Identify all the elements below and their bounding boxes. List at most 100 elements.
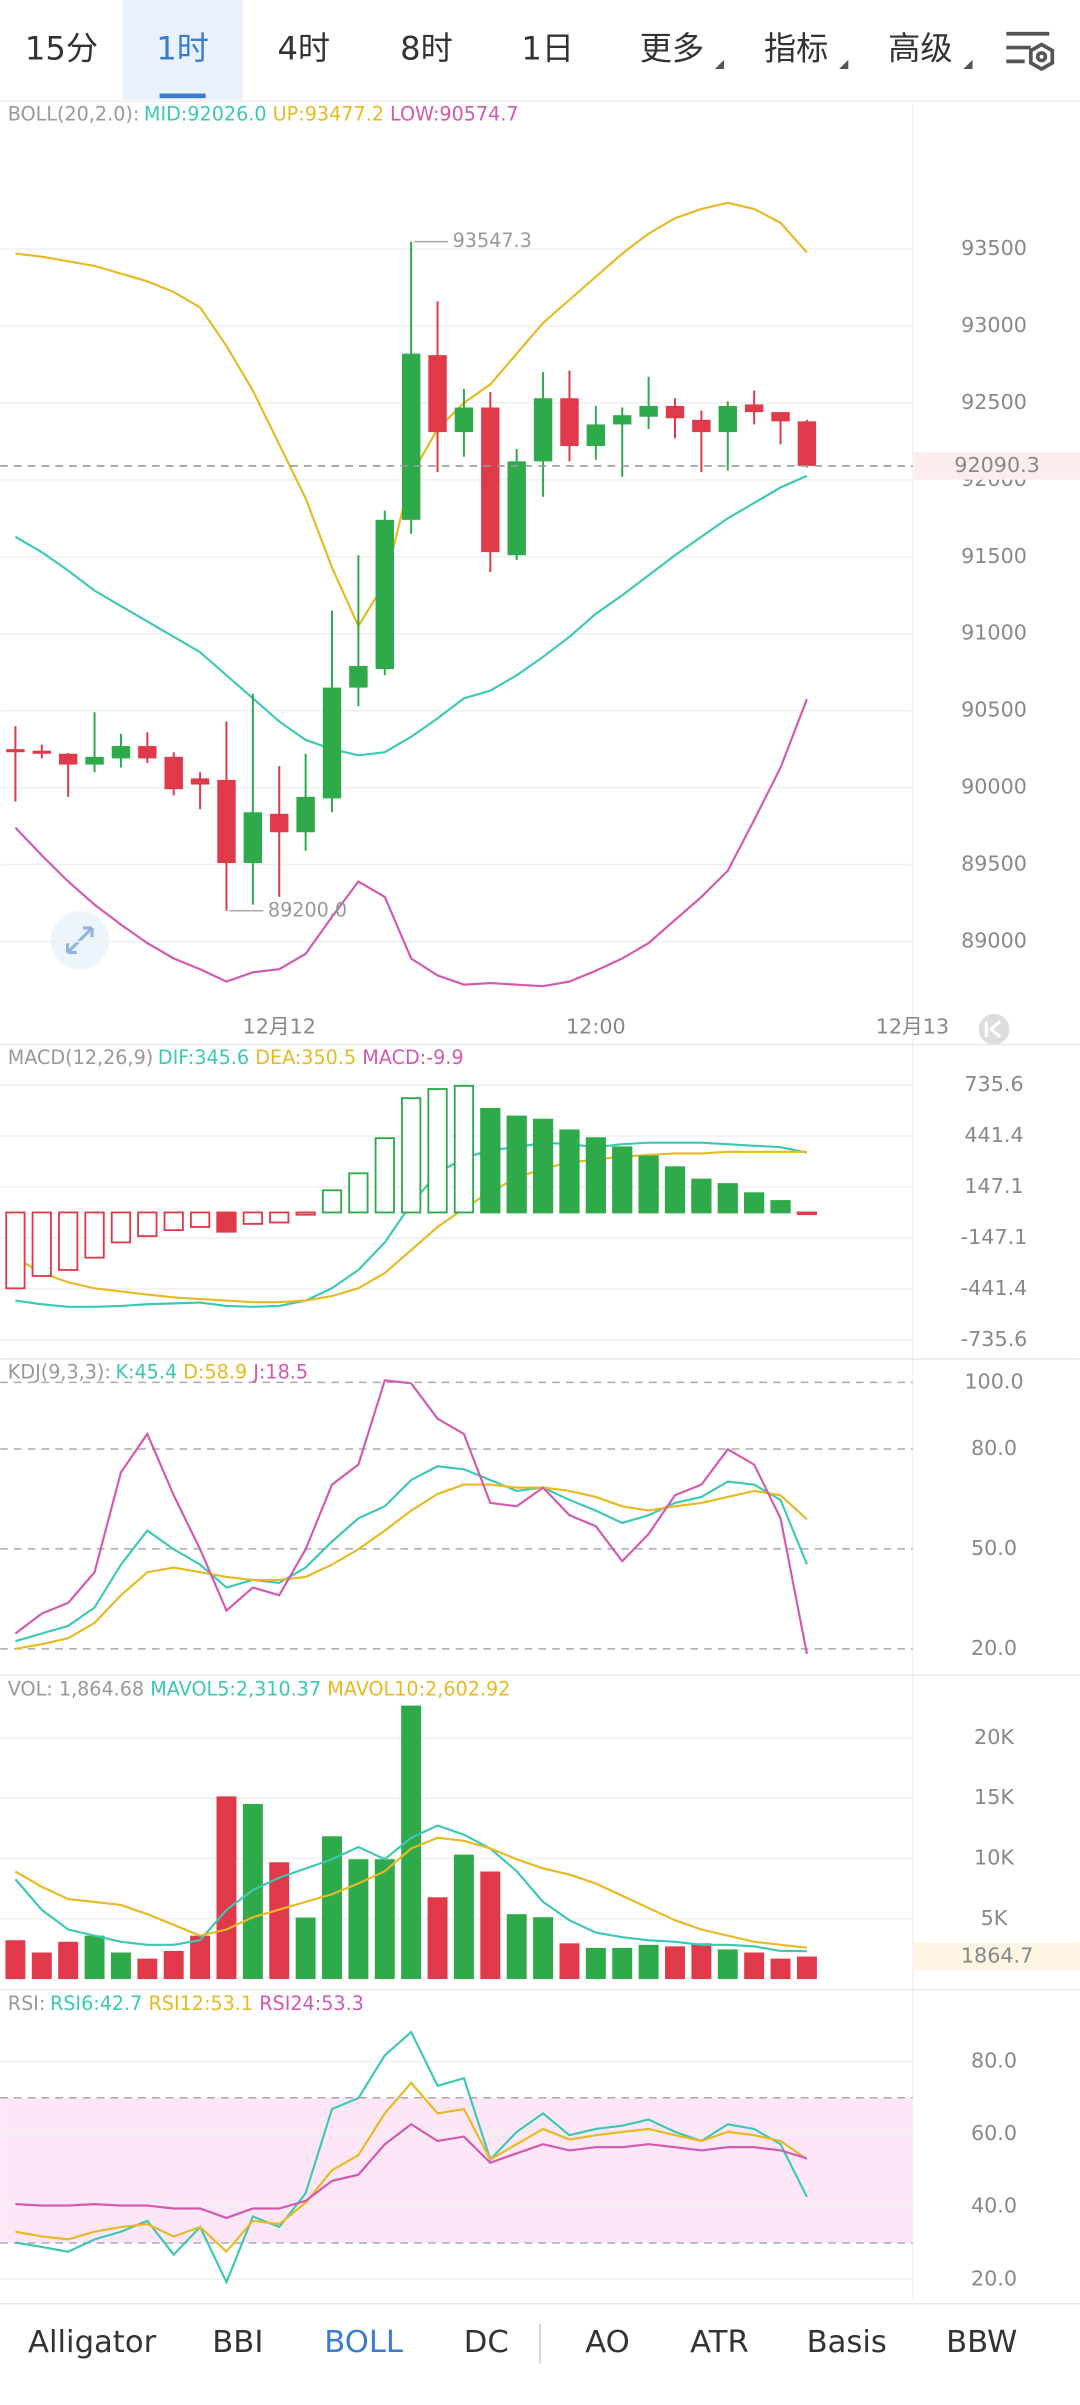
macd-bar	[269, 1211, 290, 1224]
legend-entry: MAVOL10:2,602.92	[327, 1678, 510, 1701]
candle-body	[58, 753, 78, 765]
macd-bar	[321, 1189, 343, 1214]
tab[interactable]: 15分	[25, 30, 98, 68]
macd-bar	[664, 1166, 686, 1214]
volume-bar	[665, 1946, 685, 1980]
y-tick-label: 20.0	[971, 1636, 1017, 1660]
y-tick-label: 441.4	[964, 1123, 1023, 1147]
indicator-line	[14, 1379, 808, 1655]
volume-bar	[295, 1917, 316, 1980]
extreme-label: 93547.3	[453, 229, 532, 252]
y-tick-label: 89500	[961, 852, 1027, 876]
settings-icon[interactable]	[1006, 31, 1055, 72]
legend-entry: DIF:345.6	[158, 1046, 249, 1069]
legend-entry: MID:92026.0	[144, 103, 267, 126]
volume-bar	[110, 1952, 131, 1980]
macd-bar	[242, 1211, 263, 1225]
indicator-tab[interactable]: AO	[585, 2325, 630, 2360]
indicator-tab[interactable]: DC	[464, 2325, 509, 2360]
current-value-label: 1864.7	[961, 1944, 1033, 1968]
indicator-line	[14, 1824, 807, 1953]
indicator-tab[interactable]: Alligator	[28, 2325, 157, 2360]
macd-bar	[374, 1137, 395, 1214]
indicator-tab[interactable]: BOLL	[324, 2325, 403, 2360]
volume-bar	[770, 1958, 791, 1980]
volume-bar	[796, 1956, 817, 1980]
macd-bar	[58, 1211, 79, 1271]
volume-bar	[137, 1958, 158, 1980]
volume-bar	[533, 1917, 554, 1980]
candle-body	[190, 778, 210, 785]
y-tick-label: 40.0	[971, 2194, 1017, 2218]
jump-latest-button[interactable]	[978, 1013, 1010, 1045]
legend-entry: K:45.4	[115, 1360, 177, 1383]
candle-body	[217, 779, 236, 864]
indicator-line	[15, 2081, 808, 2254]
current-value-box	[914, 1942, 1080, 1971]
indicator-tab[interactable]: Basis	[807, 2325, 887, 2360]
y-tick-label: -735.6	[961, 1327, 1028, 1351]
y-tick-label: 20K	[974, 1725, 1014, 1749]
tab[interactable]: 8时	[400, 30, 453, 68]
indicator-tab[interactable]: ATR	[690, 2325, 749, 2360]
legend-entry: LOW:90574.7	[390, 103, 519, 126]
candle-body	[797, 421, 817, 466]
volume-bar	[401, 1705, 422, 1980]
indicator-line	[15, 1483, 808, 1650]
volume-bar	[744, 1952, 765, 1980]
candle-body	[533, 398, 553, 462]
candle-body	[639, 405, 658, 417]
indicator-tab[interactable]: BBW	[946, 2325, 1017, 2360]
candle-body	[771, 412, 790, 422]
indicator-title: MACD(12,26,9)	[8, 1046, 154, 1069]
volume-bar	[691, 1943, 712, 1980]
y-tick-label: -441.4	[961, 1276, 1028, 1300]
macd-bar	[796, 1211, 818, 1216]
y-tick-label: 10K	[974, 1846, 1014, 1870]
volume-bar	[322, 1836, 342, 1980]
tab[interactable]: 1时	[156, 30, 209, 68]
active-tab-indicator	[159, 93, 206, 99]
legend-entry: RSI6:42.7	[50, 1992, 142, 2015]
extreme-label: 89200.0	[268, 898, 347, 921]
tab[interactable]: 1日	[521, 30, 574, 68]
macd-bar	[453, 1084, 475, 1214]
macd-bar	[532, 1118, 554, 1214]
y-tick-label: 147.1	[964, 1174, 1023, 1198]
expand-button[interactable]	[50, 911, 110, 970]
period-tabs: 15分 1时 4时 8时 1日 更多 指标 高级	[25, 0, 1055, 100]
candle-body	[243, 812, 263, 864]
candle-body	[164, 756, 183, 790]
indicator-title: BOLL(20,2.0):	[8, 103, 140, 126]
volume-bar	[5, 1940, 26, 1980]
y-tick-label: 93000	[961, 313, 1027, 337]
candle-body	[375, 519, 394, 670]
candle-body	[322, 687, 342, 799]
macd-bar	[163, 1211, 184, 1232]
y-tick-label: 5K	[981, 1906, 1008, 1930]
volume-bar	[559, 1943, 580, 1980]
legend-entry: VOL: 1,864.68	[8, 1678, 144, 1701]
volume-bar	[374, 1859, 395, 1980]
volume-bar	[269, 1862, 290, 1980]
tab[interactable]: 指标	[764, 30, 828, 68]
macd-bar	[5, 1211, 26, 1290]
candle-body	[613, 415, 632, 425]
tab[interactable]: 高级	[888, 30, 952, 68]
volume-bar	[216, 1796, 237, 1980]
volume-bar	[453, 1854, 474, 1980]
tab[interactable]: 4时	[277, 30, 330, 68]
indicator-title: KDJ(9,3,3):	[8, 1360, 111, 1383]
candle-body	[349, 666, 368, 688]
y-tick-label: 80.0	[971, 2048, 1017, 2072]
x-tick-label: 12月12	[243, 1015, 316, 1039]
macd-bar	[31, 1211, 52, 1277]
volume-bar	[506, 1914, 527, 1980]
tab[interactable]: 更多	[640, 30, 704, 68]
macd-bar	[348, 1172, 369, 1214]
indicator-tab[interactable]: BBI	[212, 2325, 263, 2360]
indicator-title: RSI:	[8, 1992, 46, 2015]
candle-body	[428, 355, 447, 433]
